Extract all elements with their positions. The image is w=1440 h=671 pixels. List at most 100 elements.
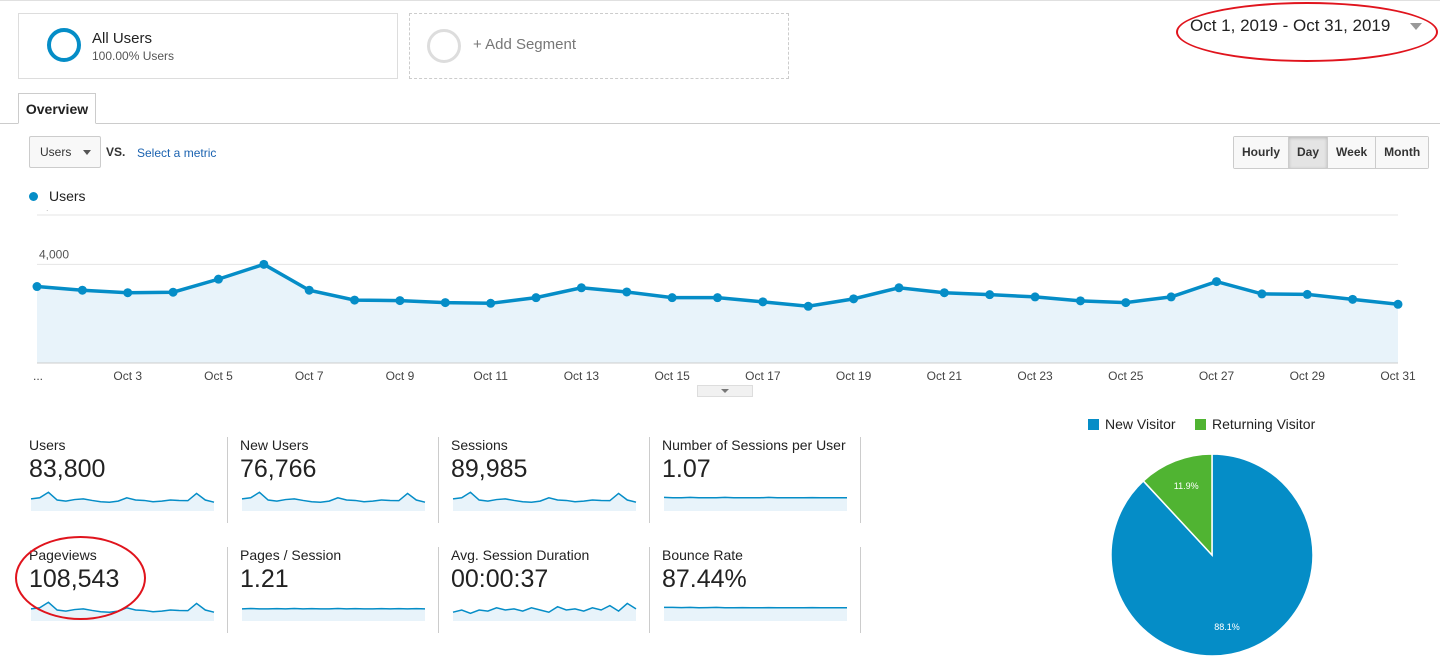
segment-all-users[interactable]: All Users 100.00% Users xyxy=(18,13,398,79)
users-legend-dot-icon xyxy=(29,192,38,201)
kpi-value: 1.07 xyxy=(662,455,711,483)
tab-bar-divider xyxy=(0,123,1440,124)
kpi-sessions[interactable]: Sessions 89,985 xyxy=(451,437,651,525)
data-point[interactable] xyxy=(894,283,904,293)
data-point[interactable] xyxy=(939,288,949,298)
data-point[interactable] xyxy=(667,293,677,303)
data-point[interactable] xyxy=(213,274,223,284)
x-tick-label: Oct 27 xyxy=(1199,369,1235,383)
kpi-avg-session-duration[interactable]: Avg. Session Duration 00:00:37 xyxy=(451,547,651,635)
kpi-number-of-sessions-per-user[interactable]: Number of Sessions per User 1.07 xyxy=(662,437,862,525)
data-point[interactable] xyxy=(622,287,632,297)
data-point[interactable] xyxy=(123,288,133,298)
x-tick-label: Oct 5 xyxy=(204,369,233,383)
pie-data-label: 88.1% xyxy=(1214,622,1240,632)
kpi-value: 87.44% xyxy=(662,565,747,593)
x-tick-label: Oct 29 xyxy=(1290,369,1326,383)
select-metric-link[interactable]: Select a metric xyxy=(137,146,217,160)
top-border xyxy=(0,0,1440,5)
x-tick-label: Oct 23 xyxy=(1017,369,1053,383)
data-point[interactable] xyxy=(168,287,178,297)
data-point[interactable] xyxy=(77,285,87,295)
returning-visitor-swatch-icon xyxy=(1195,419,1206,430)
sparkline-fill xyxy=(664,607,847,621)
x-tick-label: Oct 25 xyxy=(1108,369,1144,383)
pie-slice-returning-visitor[interactable] xyxy=(1142,453,1213,557)
tab-overview[interactable]: Overview xyxy=(18,93,96,124)
kpi-label: New Users xyxy=(240,437,309,453)
kpi-divider xyxy=(860,437,861,523)
vs-label: VS. xyxy=(106,145,126,159)
data-point[interactable] xyxy=(1257,289,1267,299)
data-point[interactable] xyxy=(486,298,496,308)
sparkline-line xyxy=(30,491,215,503)
pageviews-annotation-circle xyxy=(15,536,146,620)
x-tick-label: Oct 21 xyxy=(927,369,963,383)
kpi-value: 89,985 xyxy=(451,455,528,483)
data-point[interactable] xyxy=(713,293,722,303)
add-segment-button[interactable]: + Add Segment xyxy=(409,13,789,79)
x-tick-label: Oct 15 xyxy=(654,369,690,383)
kpi-value: 83,800 xyxy=(29,455,106,483)
kpi-bounce-rate[interactable]: Bounce Rate 87.44% xyxy=(662,547,862,635)
kpi-label: Pages / Session xyxy=(240,547,342,563)
kpi-sparkline xyxy=(664,606,847,621)
x-tick-label: Oct 3 xyxy=(113,369,142,383)
kpi-sparkline xyxy=(452,491,637,511)
granularity-hourly-button[interactable]: Hourly xyxy=(1234,137,1290,168)
data-point[interactable] xyxy=(1393,299,1403,309)
sparkline-fill xyxy=(664,497,847,511)
kpi-label: Users xyxy=(29,437,66,453)
kpi-sparkline xyxy=(452,602,637,621)
data-point[interactable] xyxy=(395,296,405,306)
data-point[interactable] xyxy=(985,290,995,300)
x-tick-label: Oct 17 xyxy=(745,369,781,383)
data-point[interactable] xyxy=(259,259,269,269)
kpi-divider xyxy=(649,437,650,523)
kpi-divider xyxy=(438,547,439,633)
sparkline-fill xyxy=(242,608,425,621)
chart-legend-label: Users xyxy=(49,188,86,204)
pie-legend-label-returning: Returning Visitor xyxy=(1212,416,1316,432)
granularity-day-button[interactable]: Day xyxy=(1289,137,1329,168)
data-point[interactable] xyxy=(350,295,360,305)
x-tick-label: Oct 11 xyxy=(473,369,508,383)
data-point[interactable] xyxy=(1121,298,1131,308)
data-point[interactable] xyxy=(531,293,541,303)
segment-title: All Users xyxy=(92,30,153,47)
users-area-fill xyxy=(37,264,1398,363)
data-point[interactable] xyxy=(1348,294,1358,304)
kpi-users[interactable]: Users 83,800 xyxy=(29,437,229,525)
data-point[interactable] xyxy=(849,294,859,304)
data-point[interactable] xyxy=(1166,292,1176,302)
data-point[interactable] xyxy=(1212,277,1222,287)
data-point[interactable] xyxy=(440,298,450,308)
segment-color-ring-icon xyxy=(47,28,81,62)
data-point[interactable] xyxy=(1075,296,1085,306)
pie-legend-returning-visitor[interactable]: Returning Visitor xyxy=(1195,416,1315,432)
granularity-week-button[interactable]: Week xyxy=(1328,137,1377,168)
y-tick-label: 4,000 xyxy=(39,247,69,261)
x-tick-label: Oct 31 xyxy=(1380,369,1416,383)
x-tick-label: Oct 9 xyxy=(386,369,415,383)
data-point[interactable] xyxy=(758,297,768,307)
metric-select-dropdown[interactable]: Users xyxy=(29,136,101,168)
kpi-sparkline xyxy=(241,491,426,511)
kpi-value: 76,766 xyxy=(240,455,317,483)
data-point[interactable] xyxy=(1302,289,1312,299)
kpi-value: 1.21 xyxy=(240,565,289,593)
kpi-new-users[interactable]: New Users 76,766 xyxy=(240,437,440,525)
data-point[interactable] xyxy=(32,282,42,292)
data-point[interactable] xyxy=(1030,292,1040,302)
kpi-divider xyxy=(227,547,228,633)
data-point[interactable] xyxy=(576,283,586,293)
pie-legend-new-visitor[interactable]: New Visitor xyxy=(1088,416,1176,432)
chart-collapse-handle[interactable] xyxy=(697,385,753,397)
granularity-month-button[interactable]: Month xyxy=(1376,137,1429,168)
data-point[interactable] xyxy=(803,301,813,311)
data-point[interactable] xyxy=(304,285,314,295)
sparkline-line xyxy=(241,491,426,503)
kpi-sparkline xyxy=(663,496,847,511)
kpi-pages-session[interactable]: Pages / Session 1.21 xyxy=(240,547,440,635)
x-tick-label: ... xyxy=(33,369,43,383)
